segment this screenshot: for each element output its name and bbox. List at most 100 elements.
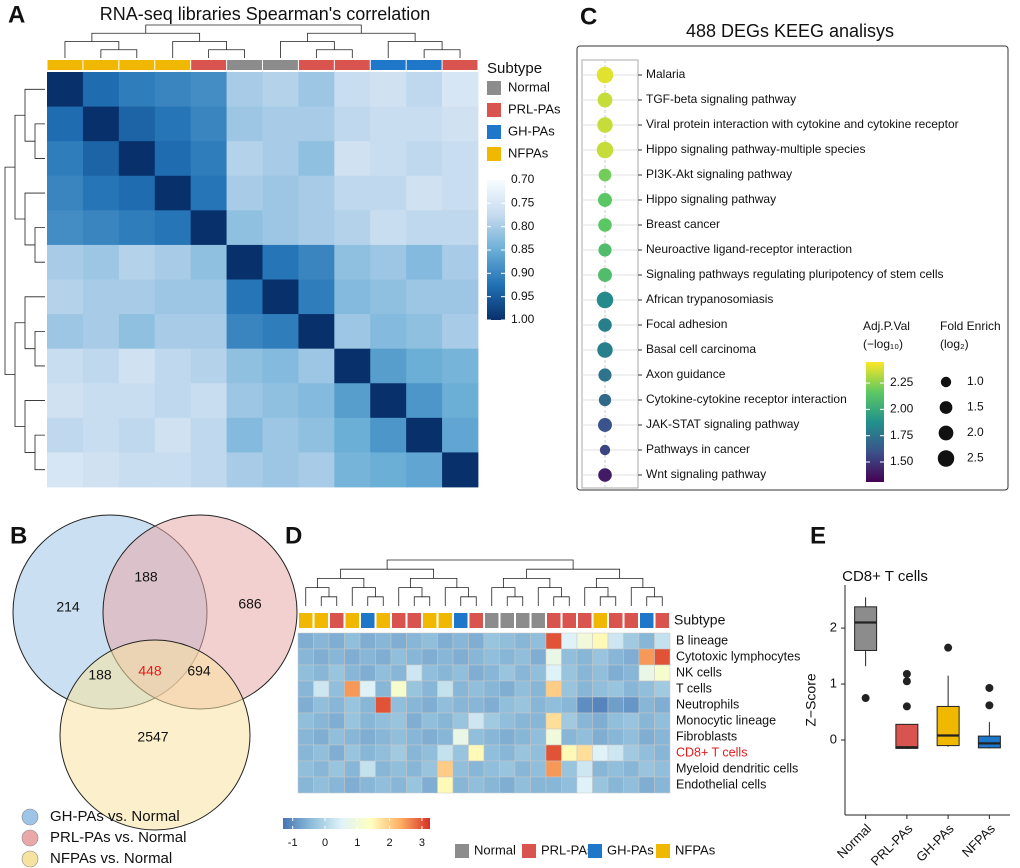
heatmap-cell	[654, 648, 671, 666]
heatmap-cell	[298, 383, 335, 419]
heatmap-cell	[154, 210, 192, 246]
heatmap-cell	[421, 744, 438, 762]
subtype-cell	[227, 60, 262, 70]
category-label: Malaria	[646, 67, 686, 81]
heatmap-cell	[390, 632, 407, 650]
heatmap-cell	[328, 760, 345, 778]
heatmap-cell	[334, 348, 371, 384]
x-tick-label: GH-PAs	[913, 821, 957, 865]
subtype-cell	[609, 613, 623, 628]
heatmap-cell	[47, 175, 84, 211]
heatmap-cell	[576, 648, 593, 666]
heatmap-cell	[406, 776, 423, 794]
heatmap-cell	[298, 244, 335, 280]
heatmap-cell	[118, 72, 156, 107]
colorbar-label: 0.85	[511, 242, 535, 256]
heatmap-cell	[421, 696, 438, 714]
heatmap-cell	[592, 712, 609, 730]
legend-label: PRL-PAs	[508, 101, 561, 116]
heatmap-cell	[483, 776, 500, 794]
heatmap-cell	[328, 648, 345, 666]
heatmap-cell	[190, 141, 227, 177]
subtype-cell	[47, 60, 83, 70]
heatmap-cell	[406, 244, 443, 280]
legend-label: PRL-PAs vs. Normal	[50, 829, 186, 846]
heatmap-cell	[638, 712, 655, 730]
category-label: Breast cancer	[646, 217, 720, 231]
heatmap-cell	[514, 760, 531, 778]
heatmap-cell	[328, 632, 345, 650]
dot	[598, 193, 612, 207]
heatmap-cell	[190, 383, 227, 419]
heatmap-cell	[530, 664, 547, 682]
heatmap-cell	[607, 744, 624, 762]
heatmap-cell	[190, 210, 227, 246]
colorbar-label: 0.70	[511, 172, 535, 186]
dendrogram	[305, 559, 663, 606]
heatmap-cell	[344, 680, 361, 698]
heatmap-cell	[390, 664, 407, 682]
heatmap-cell	[468, 648, 485, 666]
subtype-cell	[562, 613, 576, 628]
heatmap-cell	[561, 696, 578, 714]
colorbar	[487, 180, 505, 320]
heatmap-cell	[226, 72, 263, 107]
heatmap-cell	[499, 632, 516, 650]
heatmap-cell	[298, 106, 335, 142]
heatmap-cell	[359, 664, 376, 682]
subtype-cell	[314, 613, 328, 628]
subtype-cell	[298, 60, 334, 70]
heatmap-cell	[375, 664, 392, 682]
y-tick-label: 2	[830, 620, 837, 635]
heatmap-cell	[592, 680, 609, 698]
heatmap-cell	[297, 776, 314, 794]
row-label: CD8+ T cells	[676, 745, 747, 759]
legend-title: Adj.P.Val	[863, 319, 910, 333]
colorbar-label: 0.75	[511, 196, 535, 210]
heatmap-cell	[406, 680, 423, 698]
row-label: B lineage	[676, 633, 728, 647]
heatmap-cell	[468, 712, 485, 730]
size-legend-dot	[937, 450, 955, 467]
heatmap-cell	[530, 760, 547, 778]
legend-swatch	[656, 844, 670, 858]
heatmap-cell	[154, 279, 192, 315]
subtype-cell	[407, 613, 421, 628]
heatmap-cell	[262, 417, 299, 453]
heatmap-cell	[298, 452, 335, 488]
heatmap-cell	[154, 106, 192, 142]
heatmap-cell	[623, 728, 640, 746]
subtype-cell	[299, 613, 313, 628]
heatmap-cell	[82, 314, 120, 350]
heatmap-cell	[262, 106, 299, 142]
subtype-cell	[500, 613, 514, 628]
heatmap-cell	[226, 141, 263, 177]
heatmap-cell	[545, 648, 562, 666]
heatmap-cell	[623, 696, 640, 714]
row-label: Neutrophils	[676, 697, 739, 711]
heatmap-cell	[442, 210, 479, 246]
heatmap-cell	[530, 744, 547, 762]
heatmap-cell	[226, 175, 263, 211]
heatmap-cell	[375, 632, 392, 650]
dendrogram	[4, 88, 45, 471]
heatmap-cell	[262, 72, 299, 107]
heatmap-cell	[359, 632, 376, 650]
heatmap-cell	[530, 776, 547, 794]
heatmap-cell	[298, 72, 335, 107]
heatmap-cell	[359, 760, 376, 778]
heatmap-cell	[530, 648, 547, 666]
heatmap-cell	[576, 728, 593, 746]
heatmap-cell	[390, 776, 407, 794]
heatmap-cell	[561, 728, 578, 746]
heatmap-cell	[190, 279, 227, 315]
heatmap-cell	[297, 760, 314, 778]
heatmap-cell	[297, 680, 314, 698]
heatmap-cell	[592, 696, 609, 714]
heatmap-cell	[468, 760, 485, 778]
heatmap-cell	[313, 728, 330, 746]
heatmap-cell	[654, 632, 671, 650]
heatmap-cell	[442, 72, 479, 107]
heatmap-cell	[118, 210, 156, 246]
heatmap-cell	[452, 632, 469, 650]
